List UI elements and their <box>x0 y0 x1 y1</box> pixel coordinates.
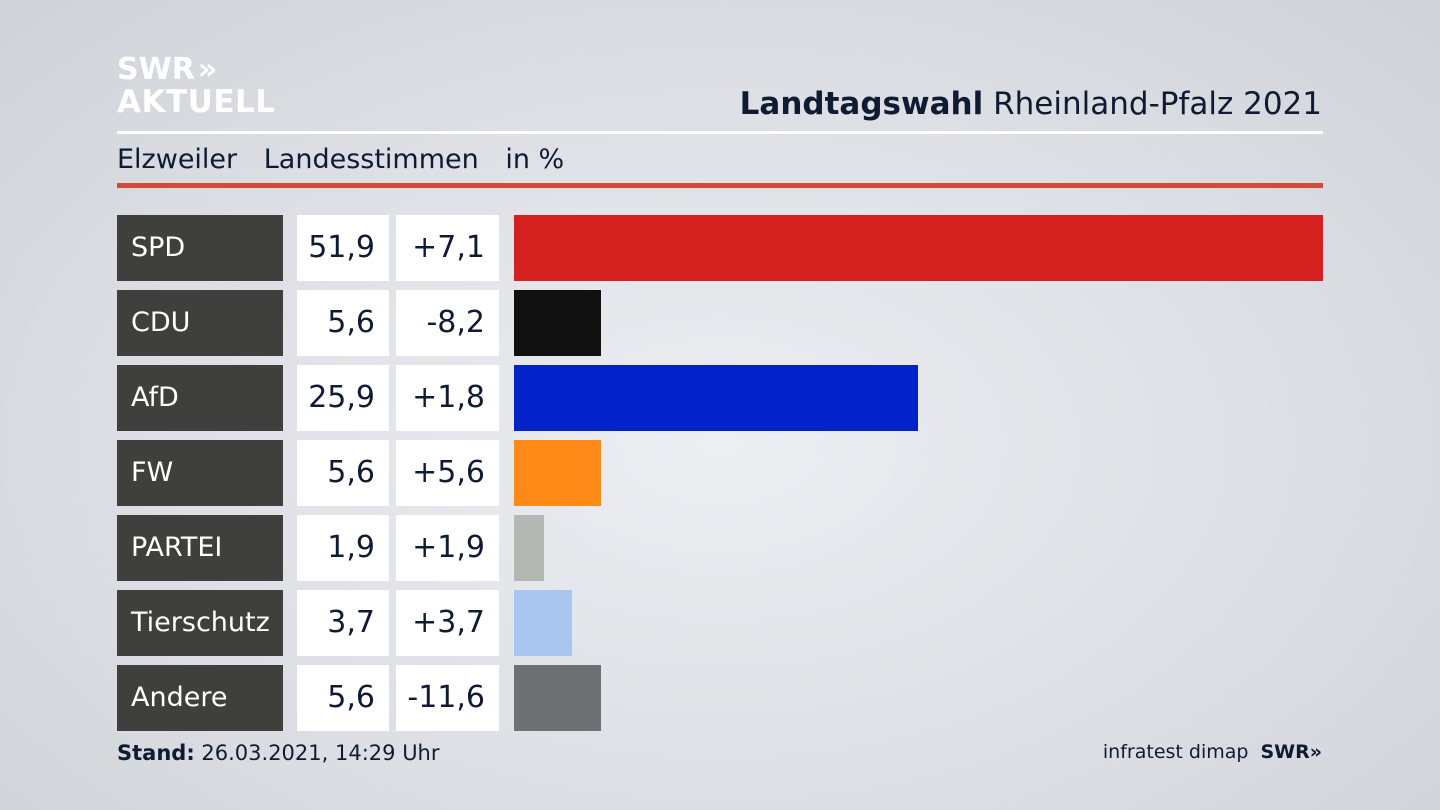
vote-change-label: -8,2 <box>396 290 499 356</box>
party-label: FW <box>117 440 283 506</box>
subtitle-divider <box>117 183 1323 188</box>
bar-fw <box>514 440 601 506</box>
chart-row: AfD 25,9 +1,8 <box>117 365 1323 431</box>
vote-share-label: 51,9 <box>297 215 389 281</box>
vote-share-label: 5,6 <box>297 665 389 731</box>
party-label: PARTEI <box>117 515 283 581</box>
timestamp: Stand: 26.03.2021, 14:29 Uhr <box>117 741 440 765</box>
chart-row: CDU 5,6 -8,2 <box>117 290 1323 356</box>
vote-change-label: +5,6 <box>396 440 499 506</box>
stand-label: Stand: <box>117 741 195 765</box>
stand-value: 26.03.2021, 14:29 Uhr <box>201 741 440 765</box>
vote-change-label: +1,9 <box>396 515 499 581</box>
bar-spd <box>514 215 1323 281</box>
chart-row: SPD 51,9 +7,1 <box>117 215 1323 281</box>
header-divider <box>117 131 1323 134</box>
party-label: Tierschutz <box>117 590 283 656</box>
swr-small-logo: SWR» <box>1260 741 1322 763</box>
source-credit: infratest dimap SWR» <box>1103 741 1322 763</box>
vote-share-label: 3,7 <box>297 590 389 656</box>
bar-tierschutz <box>514 590 572 656</box>
chart-row: PARTEI 1,9 +1,9 <box>117 515 1323 581</box>
logo-chevron-icon: » <box>197 52 218 87</box>
bar-partei <box>514 515 544 581</box>
party-label: CDU <box>117 290 283 356</box>
chart-subtitle: Elzweiler Landesstimmen in % <box>117 144 582 175</box>
vote-share-label: 25,9 <box>297 365 389 431</box>
subtitle-place: Elzweiler <box>117 144 238 175</box>
party-label: Andere <box>117 665 283 731</box>
vote-share-label: 1,9 <box>297 515 389 581</box>
party-label: SPD <box>117 215 283 281</box>
vote-change-label: +3,7 <box>396 590 499 656</box>
bar-afd <box>514 365 918 431</box>
subtitle-unit: in % <box>505 144 565 175</box>
title-bold: Landtagswahl <box>739 86 984 122</box>
chart-row: Andere 5,6 -11,6 <box>117 665 1323 731</box>
bar-andere <box>514 665 601 731</box>
chart-row: FW 5,6 +5,6 <box>117 440 1323 506</box>
vote-share-label: 5,6 <box>297 440 389 506</box>
vote-change-label: +7,1 <box>396 215 499 281</box>
page-title: Landtagswahl Rheinland-Pfalz 2021 <box>740 86 1322 122</box>
chart-row: Tierschutz 3,7 +3,7 <box>117 590 1323 656</box>
logo-aktuell-text: AKTUELL <box>117 84 276 120</box>
subtitle-vote-type: Landesstimmen <box>263 144 479 175</box>
vote-share-label: 5,6 <box>297 290 389 356</box>
vote-change-label: +1,8 <box>396 365 499 431</box>
title-rest: Rheinland-Pfalz 2021 <box>993 86 1322 122</box>
party-label: AfD <box>117 365 283 431</box>
logo-swr-text: SWR <box>117 52 195 87</box>
swr-aktuell-logo: SWR» AKTUELL <box>117 52 276 120</box>
source-text: infratest dimap <box>1102 741 1249 763</box>
bar-cdu <box>514 290 601 356</box>
vote-change-label: -11,6 <box>396 665 499 731</box>
